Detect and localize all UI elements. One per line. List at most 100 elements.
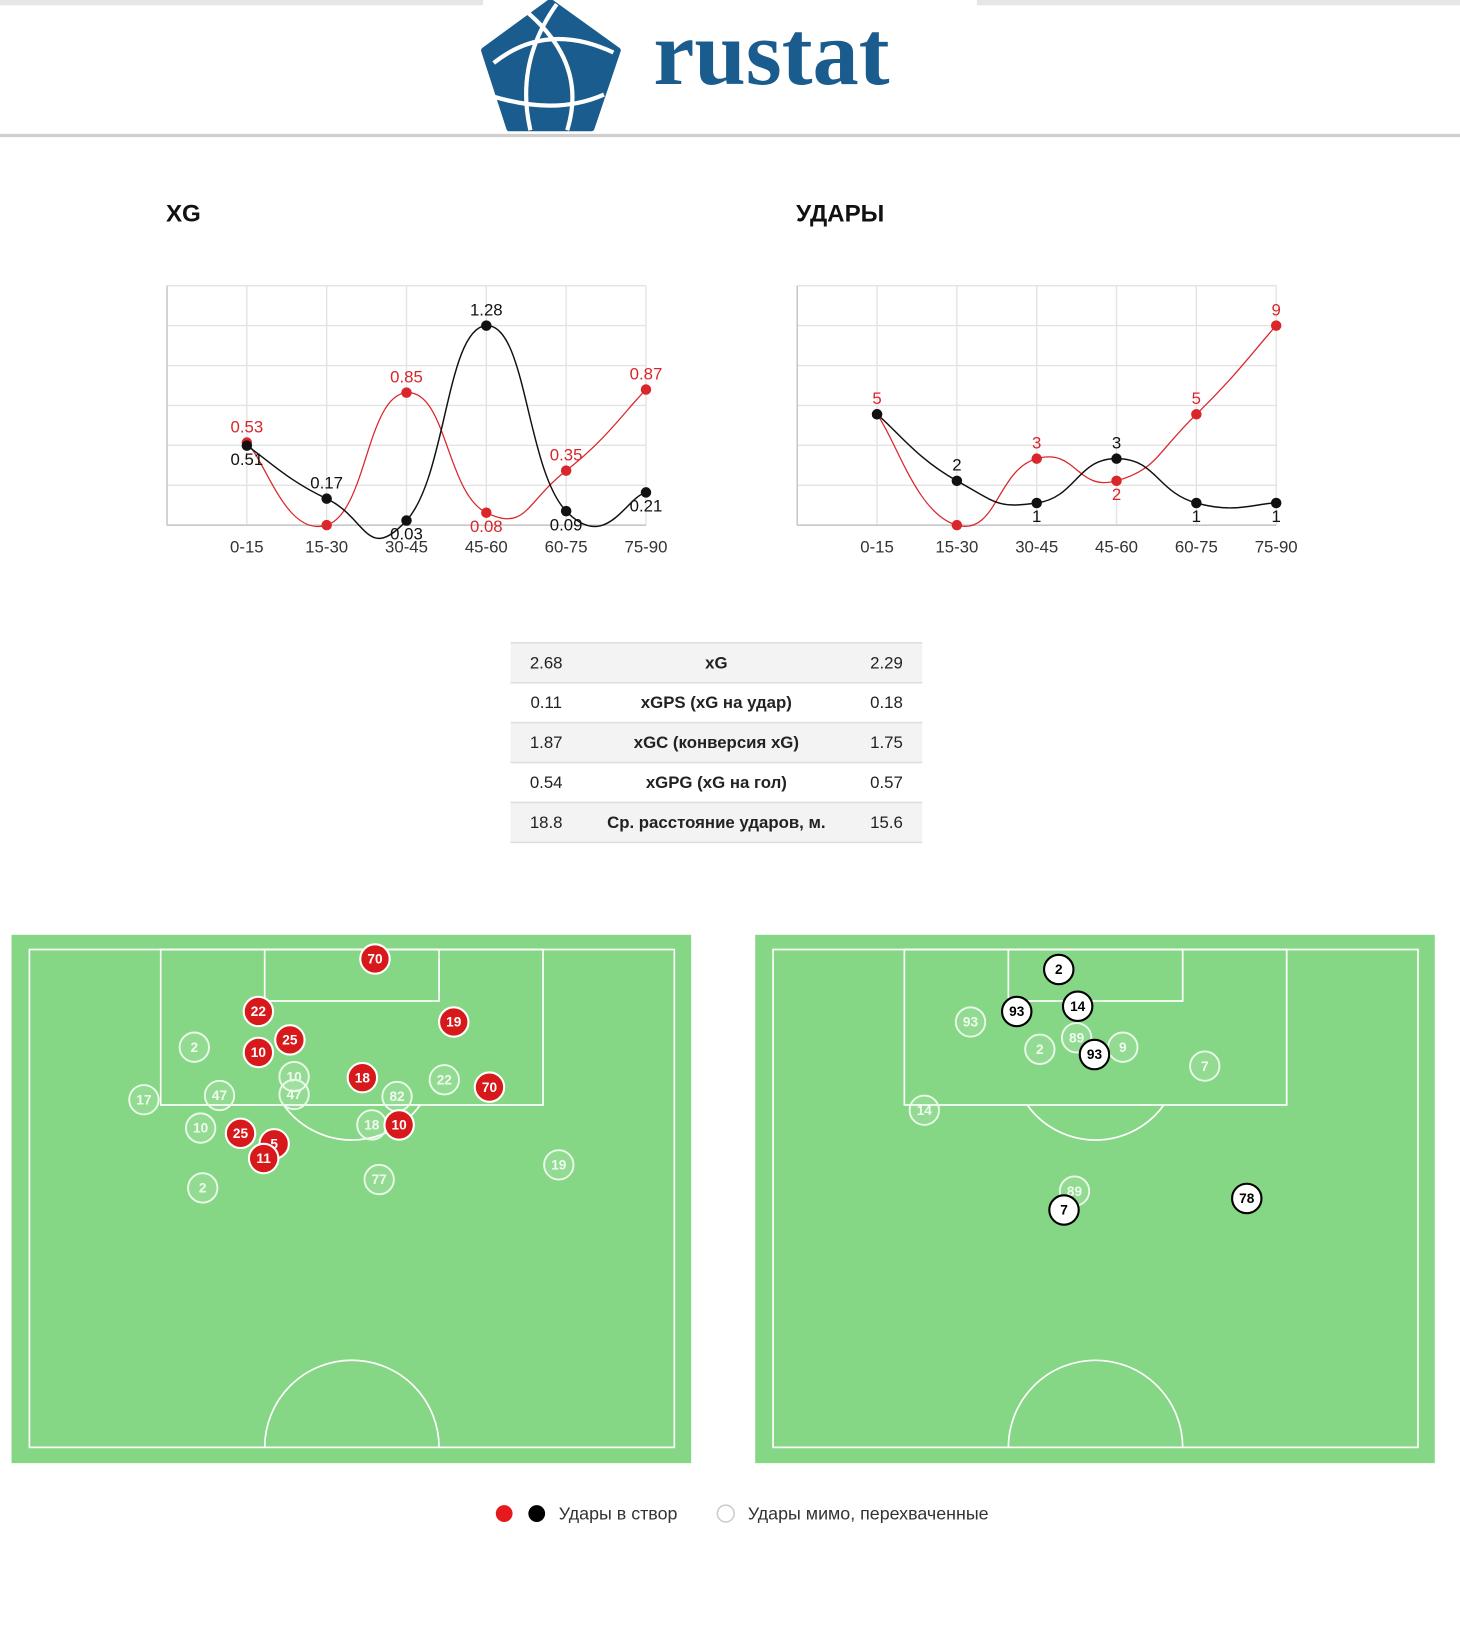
point [321,493,332,504]
shot-off-target: 7 [1189,1050,1221,1082]
x-tick-label: 0-15 [860,538,894,557]
shot-marker [178,1031,210,1063]
shot-marker [278,1078,310,1111]
table-row [510,762,923,803]
shot-off-target: 14 [908,1094,940,1126]
shot-on-target: 93 [1000,995,1033,1028]
legend-label: Удары мимо, перехваченные [748,1503,989,1523]
value-label: 1 [1032,507,1041,526]
table-cell: xGPS (xG на удар) [641,693,792,712]
point [1111,453,1122,464]
shot-label: 47 [212,1088,227,1103]
shot-off-target: 10 [184,1112,217,1144]
shot-label: 11 [256,1151,271,1166]
x-tick-label: 75-90 [1255,538,1298,557]
shot-label: 78 [1239,1191,1255,1206]
shot-label: 70 [367,952,383,967]
shot-label: 10 [251,1045,267,1060]
value-label: 0.03 [390,525,423,544]
top-band [0,0,484,6]
shot-marker [242,995,275,1028]
shot-on-target: 78 [1231,1182,1263,1215]
stats-table: 2.68 xG 2.29 0.11 xGPS (xG на удар) 0.18 1.87 x… [510,642,923,844]
shot-off-target: 82 [381,1080,413,1113]
point [1191,409,1202,420]
shot-label: 25 [282,1033,298,1048]
table-cell: 0.11 [530,693,561,712]
shot-off-target: 2 [178,1031,210,1063]
shot-label: 89 [1067,1184,1083,1199]
shot-marker [1048,1194,1080,1226]
value-label: 0.35 [550,445,583,464]
point [1191,497,1202,509]
point [1270,497,1282,509]
shot-label: 18 [355,1070,371,1085]
shot-on-target: 11 [247,1142,280,1175]
shot-marker [203,1079,236,1112]
point [1111,475,1122,487]
point [401,387,412,398]
series-line [876,325,1277,528]
value-label: 0.17 [310,473,343,492]
value-label: 3 [1112,433,1121,452]
shot-marker [1231,1182,1263,1215]
shot-marker [908,1094,940,1126]
shot-on-target: 25 [274,1024,306,1056]
x-tick-label: 60-75 [545,538,588,557]
shot-label: 17 [136,1092,151,1107]
value-label: 0.87 [630,364,663,383]
shot-on-target: 14 [1061,990,1094,1022]
shot-marker [438,1006,470,1038]
table-cell: xGPG (xG на гол) [646,773,787,792]
table-cell: xG [705,653,727,672]
shot-marker [1024,1033,1056,1065]
value-label: 2 [1112,485,1121,504]
value-label: 0.09 [550,515,583,534]
legend-label: Удары в створ [559,1503,678,1523]
shot-label: 25 [233,1126,249,1141]
point [560,505,572,517]
series-line [246,324,647,540]
point [871,409,883,420]
shot-marker [383,1109,415,1141]
table-row [510,802,923,843]
shot-off-target: 2 [1024,1033,1056,1065]
charts: XG 0-15 15-30 30-45 45-60 60-75 75-90 0.53 0.85 0… [166,201,1298,557]
table-cell: 2.29 [870,653,903,672]
value-label: 0.08 [470,517,503,536]
shot-marker [224,1117,257,1150]
shot-marker [1000,995,1033,1028]
shot-label: 22 [251,1004,267,1019]
point [560,465,572,476]
header: rustat [0,0,1460,138]
shot-off-target: 22 [428,1064,460,1096]
shot-label: 10 [193,1121,209,1136]
shot-label: 2 [191,1040,199,1055]
point [951,519,963,531]
value-label: 2 [952,456,961,475]
x-tick-label: 15-30 [935,538,978,557]
table-row [510,722,923,763]
point [640,487,652,498]
value-label: 3 [1032,433,1041,452]
point [1031,497,1042,509]
table-cell: xGC (конверсия xG) [634,733,799,752]
value-label: 0.21 [630,497,663,516]
shot-label: 14 [1070,999,1086,1014]
shot-label: 93 [963,1015,979,1030]
shot-marker [428,1064,460,1096]
shot-off-target: 2 [187,1172,219,1204]
shot-on-target: 10 [383,1109,415,1141]
pitch-field [11,934,692,1464]
shot-on-target: 70 [359,943,391,975]
x-tick-label: 45-60 [1095,538,1138,557]
shot-marker [543,1149,575,1181]
chart-title: УДАРЫ [796,201,884,228]
shot-label: 9 [1119,1040,1127,1055]
shot-label: 89 [1069,1030,1085,1045]
value-label: 1 [1272,507,1281,526]
shot-label: 2 [1036,1042,1044,1057]
shot-label: 10 [392,1118,408,1133]
